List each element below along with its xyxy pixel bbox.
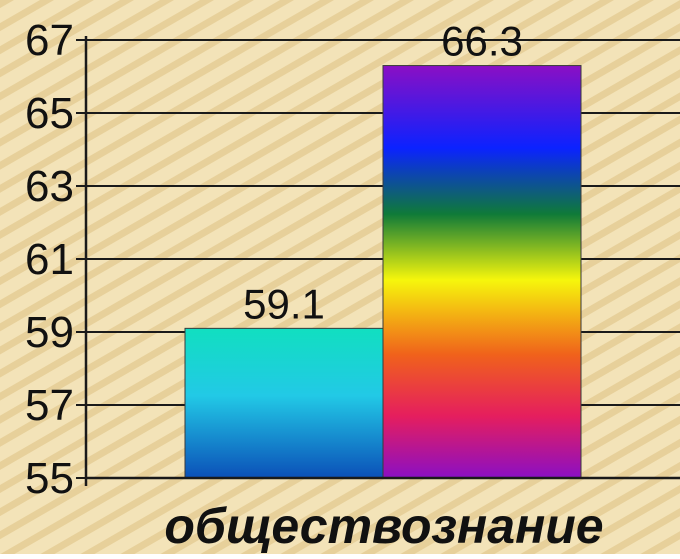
bar [184, 327, 384, 479]
x-category-label: обществознание [164, 498, 603, 554]
y-tick-label: 67 [25, 16, 74, 65]
y-tick-label: 63 [25, 162, 74, 211]
data-label: 59.1 [243, 280, 325, 327]
y-tick-label: 57 [25, 381, 74, 430]
bars [184, 65, 582, 479]
bar [382, 65, 582, 479]
y-tick-label: 61 [25, 235, 74, 284]
y-tick-label: 65 [25, 89, 74, 138]
axes [76, 36, 680, 486]
data-label: 66.3 [441, 18, 523, 65]
labels: 55 57 59 61 63 65 67 59.1 66.3 обществознание [25, 16, 604, 554]
y-tick-label: 59 [25, 308, 74, 357]
y-tick-label: 55 [25, 454, 74, 503]
